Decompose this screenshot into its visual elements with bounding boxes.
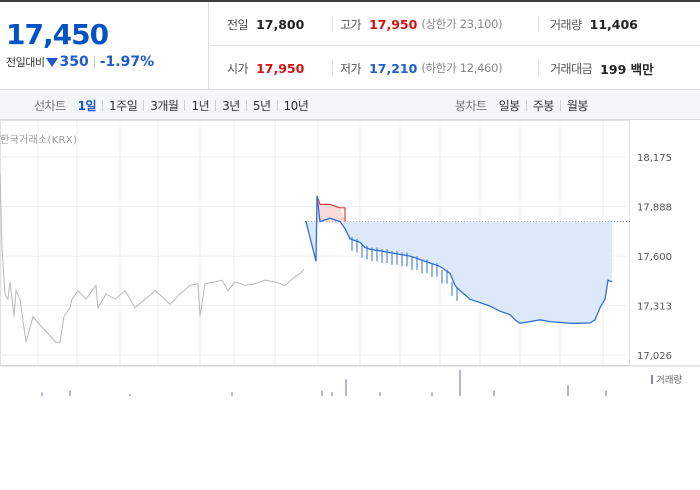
high-value: 17,950 bbox=[369, 16, 418, 32]
change-row: 전일대비 350 -1.97% bbox=[6, 54, 154, 70]
tab-1d[interactable]: 1일 bbox=[77, 98, 97, 113]
line-chart-tabs: 선차트 1일 1주일 3개월 1년 3년 5년 10년 bbox=[34, 90, 309, 120]
low-label: 저가 bbox=[340, 61, 362, 76]
lower-limit: (하한가 12,460) bbox=[421, 61, 503, 75]
amount-value: 199 백만 bbox=[600, 61, 654, 77]
open-value: 17,950 bbox=[256, 60, 305, 76]
tab-divider bbox=[559, 99, 561, 111]
down-triangle-icon bbox=[46, 57, 59, 67]
tab-divider bbox=[525, 99, 527, 111]
tab-daily-candle[interactable]: 일봉 bbox=[498, 98, 521, 113]
price-chart[interactable]: 18,175 17,888 17,600 17,313 17,026 bbox=[0, 120, 700, 490]
amount-cell: 거래대금 199 백만 bbox=[550, 46, 654, 90]
prev-close-cell: 전일 17,800 bbox=[227, 2, 304, 46]
high-cell: 고가 17,950 (상한가 23,100) bbox=[340, 2, 503, 46]
quote-details: 전일 17,800 고가 17,950 (상한가 23,100) 거래량 11,… bbox=[210, 2, 700, 90]
tab-monthly-candle[interactable]: 월봉 bbox=[566, 98, 589, 113]
change-value: 350 bbox=[59, 54, 89, 70]
divider bbox=[332, 16, 333, 32]
volume-legend: 거래량 bbox=[651, 372, 682, 386]
prev-close-label: 전일 bbox=[227, 17, 249, 32]
divider bbox=[332, 60, 333, 76]
tab-divider bbox=[276, 99, 278, 111]
tab-3m[interactable]: 3개월 bbox=[150, 98, 179, 113]
tab-1y[interactable]: 1년 bbox=[191, 98, 210, 113]
divider bbox=[538, 60, 539, 76]
tab-5y[interactable]: 5년 bbox=[252, 98, 271, 113]
volume-legend-label: 거래량 bbox=[656, 375, 683, 386]
prev-close-value: 17,800 bbox=[256, 16, 305, 32]
candle-chart-title: 봉차트 bbox=[455, 98, 487, 113]
upper-limit: (상한가 23,100) bbox=[421, 17, 503, 31]
divider bbox=[538, 16, 539, 32]
price-summary: 17,450 전일대비 350 -1.97% bbox=[0, 2, 209, 90]
tab-weekly-candle[interactable]: 주봉 bbox=[532, 98, 555, 113]
tab-3y[interactable]: 3년 bbox=[222, 98, 240, 113]
amount-label: 거래대금 bbox=[550, 61, 593, 76]
tab-1w[interactable]: 1주일 bbox=[109, 98, 138, 113]
y-tick-label: 18,175 bbox=[637, 153, 672, 164]
quote-row-1: 전일 17,800 고가 17,950 (상한가 23,100) 거래량 11,… bbox=[210, 2, 700, 46]
above-reference-fill bbox=[317, 195, 345, 222]
today-line bbox=[305, 195, 613, 324]
chart-tabs: 선차트 1일 1주일 3개월 1년 3년 5년 10년 봉차트 일봉 주봉 월봉 bbox=[0, 90, 700, 120]
candle-chart-tabs: 봉차트 일봉 주봉 월봉 bbox=[455, 90, 588, 120]
open-label: 시가 bbox=[227, 61, 249, 76]
tab-10y[interactable]: 10년 bbox=[283, 98, 309, 113]
volume-value: 11,406 bbox=[589, 16, 638, 32]
previous-day-line bbox=[0, 173, 305, 343]
quote-panel: 17,450 전일대비 350 -1.97% 전일 17,800 고가 17,9… bbox=[0, 0, 700, 90]
data-source: 한국거래소(KRX) bbox=[0, 135, 78, 146]
high-label: 고가 bbox=[340, 17, 362, 32]
y-tick-label: 17,888 bbox=[637, 202, 672, 213]
tab-divider bbox=[245, 99, 247, 111]
quote-row-2: 시가 17,950 저가 17,210 (하한가 12,460) 거래대금 19… bbox=[210, 46, 700, 90]
up-line bbox=[316, 195, 346, 222]
open-cell: 시가 17,950 bbox=[227, 46, 304, 90]
below-reference-fill bbox=[305, 221, 612, 324]
volume-legend-swatch bbox=[651, 374, 653, 384]
change-label: 전일대비 bbox=[6, 56, 45, 69]
tab-divider bbox=[184, 99, 186, 111]
line-chart-title: 선차트 bbox=[34, 98, 66, 113]
tab-divider bbox=[102, 99, 104, 111]
y-tick-label: 17,600 bbox=[637, 252, 672, 263]
low-cell: 저가 17,210 (하한가 12,460) bbox=[340, 46, 503, 90]
y-tick-label: 17,026 bbox=[637, 351, 672, 362]
change-percent: -1.97% bbox=[99, 54, 155, 70]
tab-divider bbox=[143, 99, 145, 111]
volume-cell: 거래량 11,406 bbox=[550, 2, 638, 46]
low-value: 17,210 bbox=[369, 60, 418, 76]
current-price: 17,450 bbox=[6, 18, 109, 51]
divider bbox=[93, 56, 95, 68]
y-tick-label: 17,313 bbox=[637, 302, 672, 313]
volume-label: 거래량 bbox=[550, 17, 582, 32]
tab-divider bbox=[215, 99, 217, 111]
